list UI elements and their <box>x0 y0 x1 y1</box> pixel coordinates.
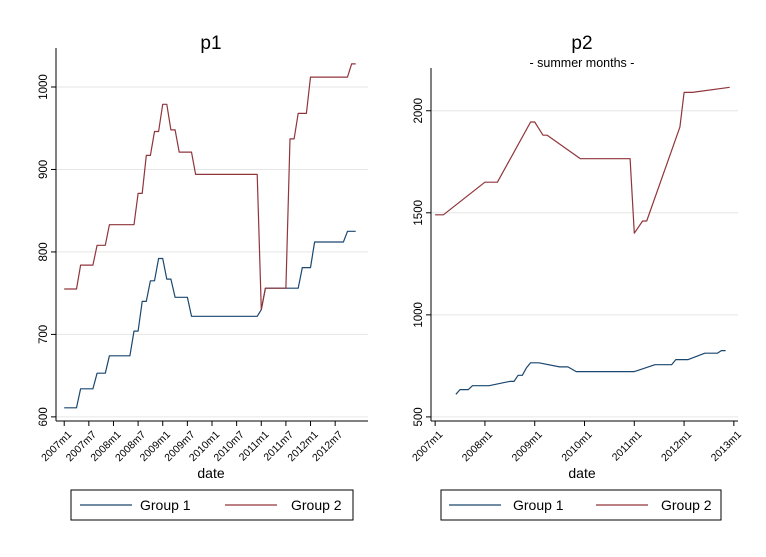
chart-p2-gridlines <box>431 110 738 418</box>
chart-p2-y-ticks: 500 1000 1500 2000 <box>413 98 431 427</box>
chart-p1-legend-label-group-2: Group 2 <box>291 497 342 513</box>
chart-p2-subtitle: - summer months - <box>530 56 635 70</box>
chart-p2-y-tick-label: 1000 <box>413 302 425 328</box>
chart-p1-gridlines <box>56 86 368 418</box>
chart-p1-y-tick-label: 600 <box>38 407 50 426</box>
chart-p1-legend-label-group-1: Group 1 <box>140 497 191 513</box>
chart-p1-series-group-2-line <box>64 63 356 311</box>
chart-p1-series <box>64 63 356 409</box>
chart-p1-y-tick-label: 1000 <box>38 74 50 100</box>
chart-p2-series <box>435 86 730 395</box>
chart-p2-legend-label-group-1: Group 1 <box>513 497 564 513</box>
chart-p1-y-tick-label: 900 <box>38 160 50 179</box>
chart-p2-series-group-1-line <box>455 350 726 395</box>
chart-p2-title: p2 <box>571 33 592 54</box>
chart-p1-title: p1 <box>200 33 221 54</box>
chart-p1-series-group-1-line <box>64 230 356 409</box>
chart-p2-y-tick-label: 1500 <box>413 200 425 226</box>
chart-p1-y-ticks: 600 700 800 900 1000 <box>38 74 56 426</box>
chart-p1-y-tick-label: 800 <box>38 242 50 261</box>
chart-p2-xlabel: date <box>568 465 595 481</box>
chart-p2-legend: Group 1 Group 2 <box>440 489 722 521</box>
chart-p2-y-tick-label: 500 <box>413 407 425 426</box>
chart-p2-y-tick-label: 2000 <box>413 98 425 124</box>
chart-p2-legend-label-group-2: Group 2 <box>661 497 712 513</box>
chart-p1-y-tick-label: 700 <box>38 325 50 344</box>
chart-p2-series-group-2-line <box>435 86 730 234</box>
chart-p1-legend: Group 1 Group 2 <box>70 489 354 521</box>
chart-p1-xlabel: date <box>197 465 224 481</box>
